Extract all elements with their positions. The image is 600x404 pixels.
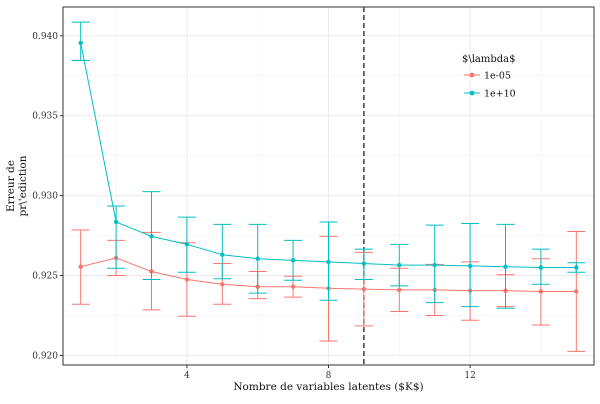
data-point-1e+10 xyxy=(397,262,402,268)
data-point-1e+10 xyxy=(184,242,190,247)
x-axis-title: Nombre de variables latentes ($K$) xyxy=(233,381,423,393)
legend-label-1e-05: 1e-05 xyxy=(484,71,511,82)
data-point-1e-05 xyxy=(220,282,225,287)
data-point-1e-05 xyxy=(184,277,190,282)
x-tick-label: 12 xyxy=(464,371,475,381)
data-point-1e+10 xyxy=(149,234,154,239)
x-tick-label: 4 xyxy=(184,371,190,381)
y-tick-label: 0.930 xyxy=(32,192,58,202)
series-layer xyxy=(71,21,586,352)
data-point-1e-05 xyxy=(290,284,296,289)
data-point-1e+10 xyxy=(220,252,225,257)
y-tick-label: 0.935 xyxy=(32,112,58,122)
axis-layer: 0.920 0.925 0.930 0.935 0.940 4 8 12 xyxy=(32,32,476,381)
data-point-1e-05 xyxy=(78,264,83,269)
y-tick-label: 0.920 xyxy=(32,351,58,361)
data-point-1e+10 xyxy=(574,265,579,270)
data-point-1e+10 xyxy=(255,256,260,261)
data-point-1e+10 xyxy=(78,40,83,46)
legend-key-dot-1e+10 xyxy=(469,90,475,96)
data-point-1e+10 xyxy=(113,219,119,225)
y-tick-label: 0.925 xyxy=(32,272,58,282)
legend-title: $\lambda$ xyxy=(462,54,516,65)
legend: $\lambda$ 1e-05 1e+10 xyxy=(462,54,516,100)
data-point-1e+10 xyxy=(538,265,544,270)
y-axis-title-line-1: Erreur de xyxy=(5,160,17,212)
data-point-1e+10 xyxy=(467,263,473,269)
data-point-1e-05 xyxy=(538,289,544,294)
data-point-1e+10 xyxy=(290,258,296,263)
x-tick-label: 8 xyxy=(326,371,332,381)
legend-key-dot-1e-05 xyxy=(469,72,475,78)
data-point-1e+10 xyxy=(326,259,331,265)
data-point-1e+10 xyxy=(432,262,437,268)
data-point-1e+10 xyxy=(503,264,508,269)
legend-label-1e+10: 1e+10 xyxy=(484,89,516,100)
data-point-1e-05 xyxy=(397,287,402,293)
y-axis-title-line-2: pr\'ediction xyxy=(17,155,29,216)
y-tick-label: 0.940 xyxy=(32,32,58,42)
data-point-1e+10 xyxy=(361,261,367,266)
data-point-1e-05 xyxy=(361,286,367,292)
data-point-1e-05 xyxy=(574,289,579,294)
